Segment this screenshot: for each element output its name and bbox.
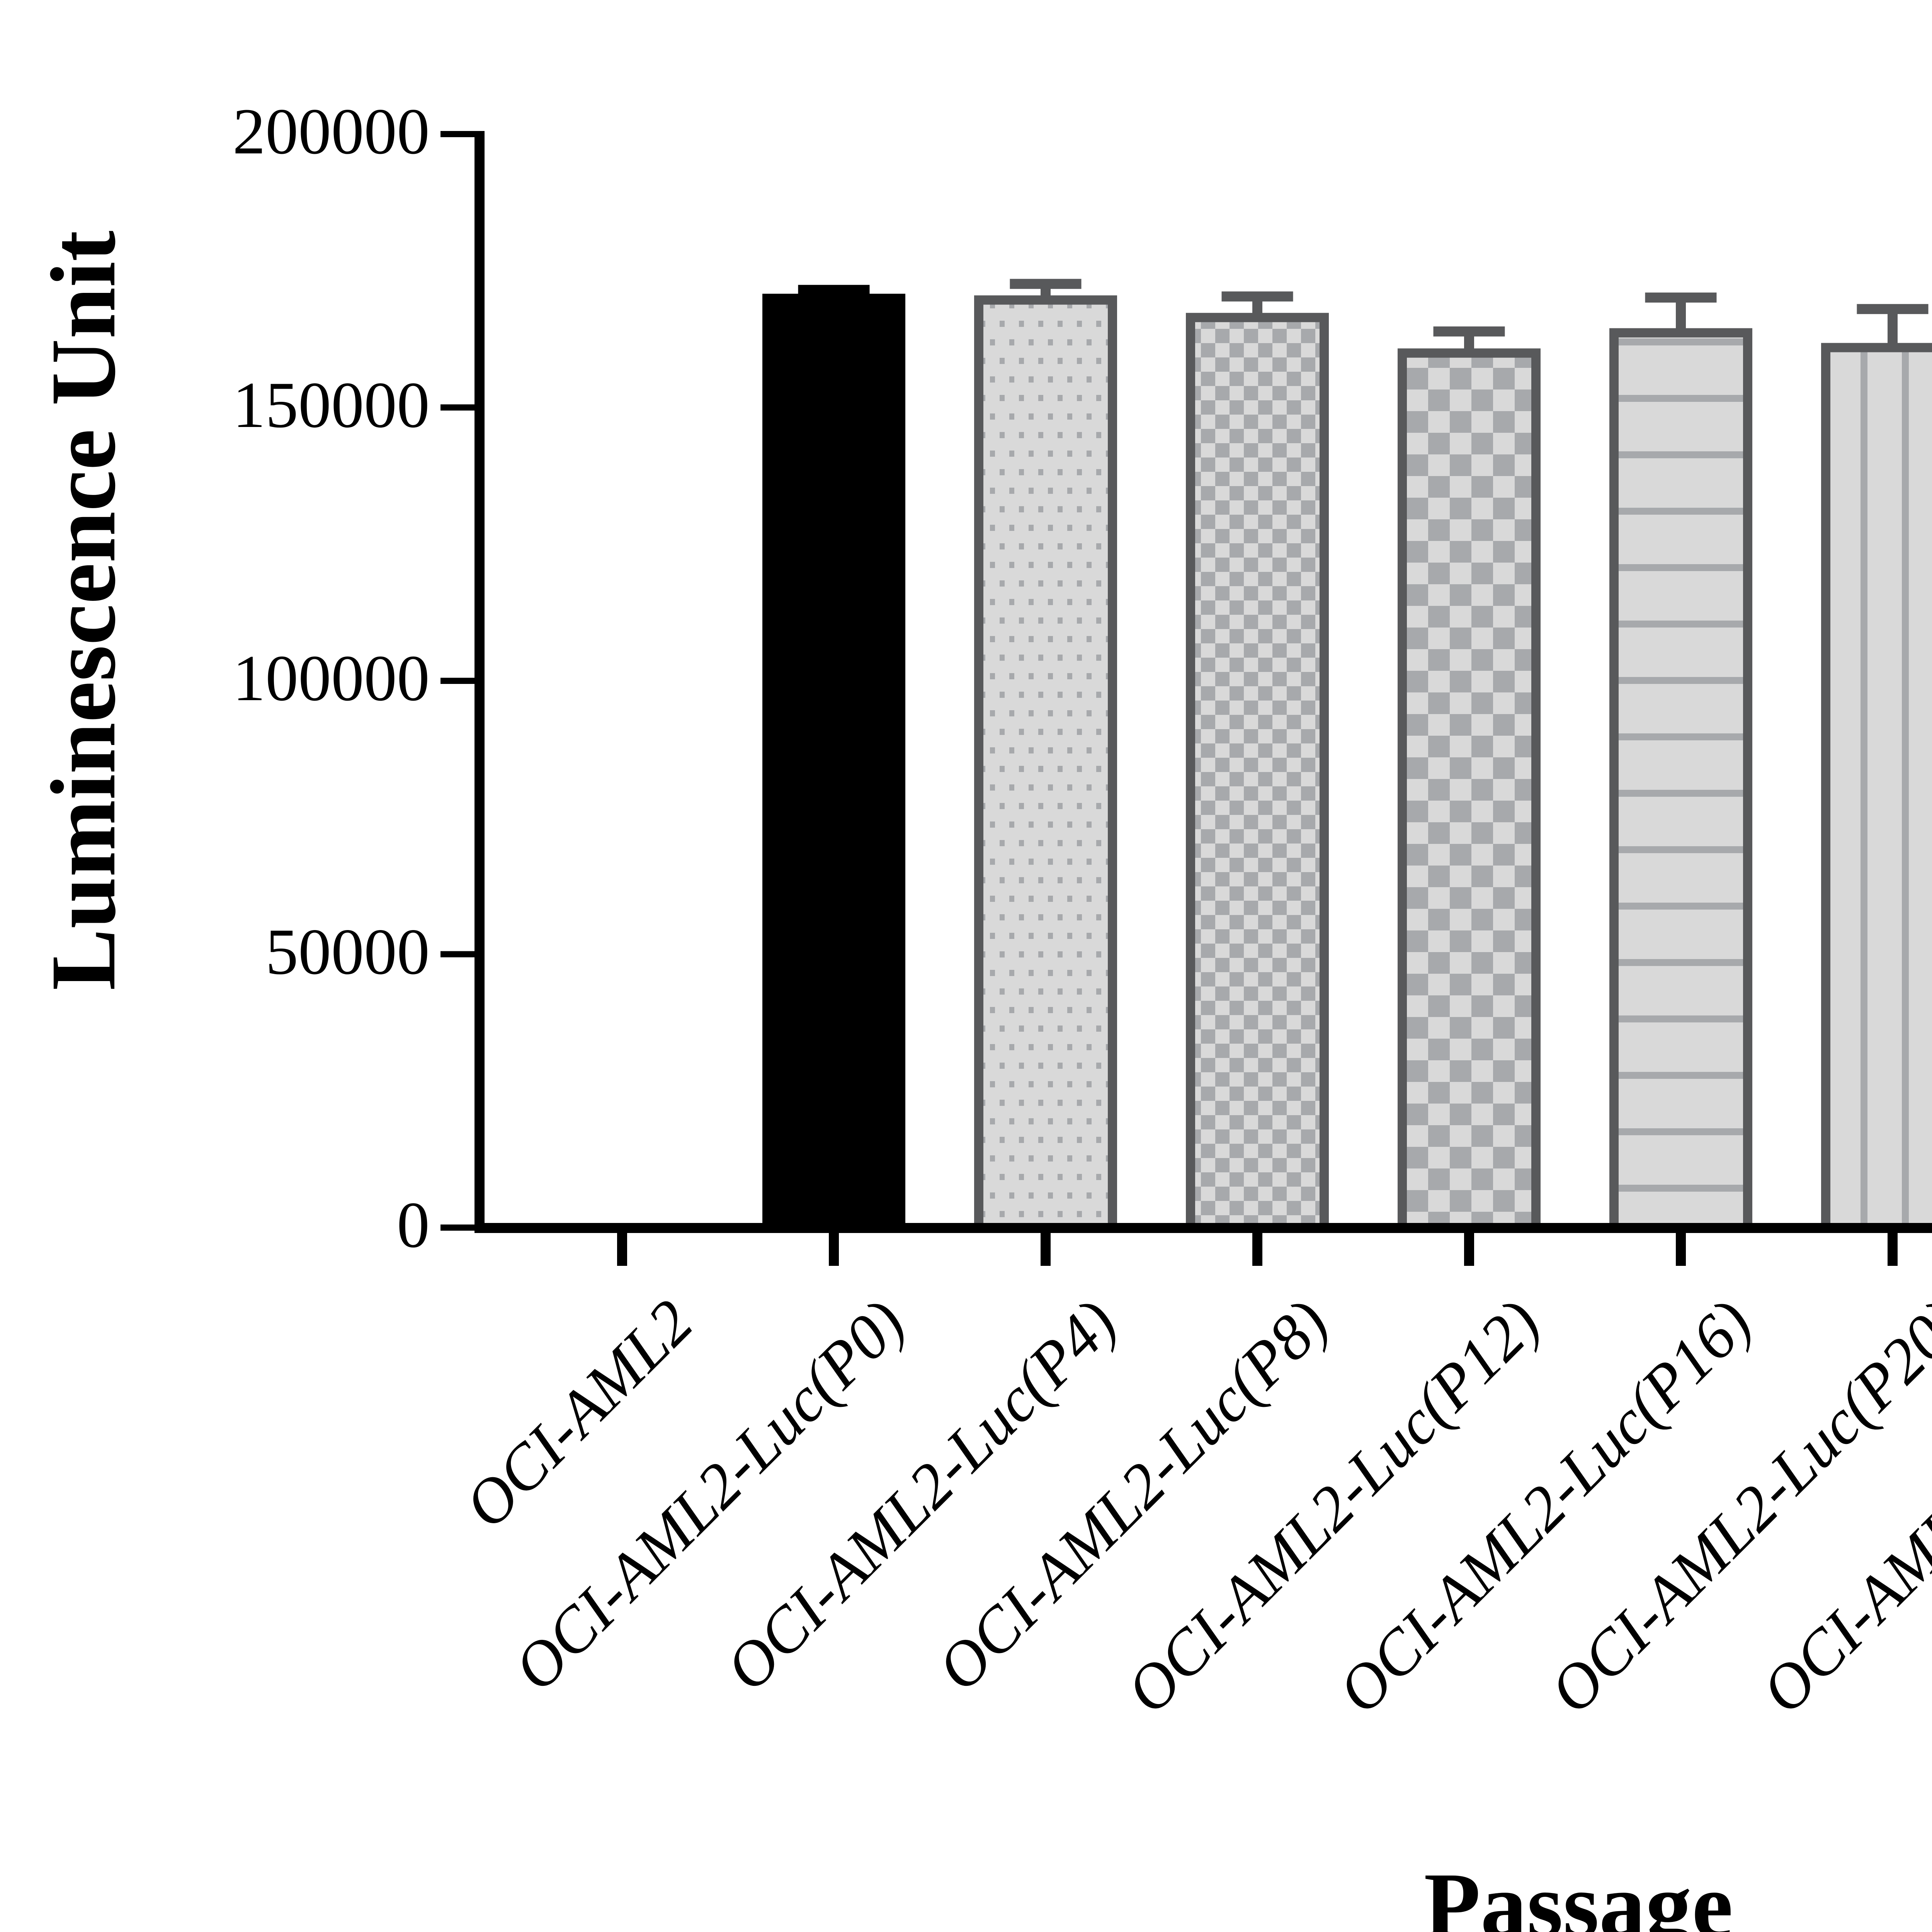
y-axis-title: Luminescence Unit	[32, 230, 134, 991]
y-tick-0	[440, 1225, 474, 1231]
x-axis-title: Passage	[1424, 1854, 1733, 1932]
bar-OCI-AML2-Luc(P4)	[974, 295, 1117, 1232]
x-tick-4	[1464, 1233, 1474, 1266]
bar-OCI-AML2-Luc(P16)	[1609, 328, 1752, 1233]
x-tick-0	[617, 1233, 627, 1266]
y-tick-label-1: 50000	[265, 915, 430, 988]
bar-OCI-AML2-Luc(P12)	[1398, 348, 1541, 1233]
y-tick-label-2: 100000	[233, 642, 430, 714]
x-tick-6	[1888, 1233, 1898, 1266]
error-bar-cap-6	[1857, 304, 1929, 314]
y-axis-line	[474, 131, 485, 1233]
y-tick-1	[440, 951, 474, 957]
y-tick-label-0: 0	[397, 1189, 430, 1261]
y-tick-3	[440, 404, 474, 411]
error-bar-cap-5	[1645, 293, 1717, 303]
x-tick-5	[1676, 1233, 1686, 1266]
y-tick-label-3: 150000	[233, 368, 430, 441]
error-bar-cap-2	[1010, 279, 1082, 289]
bar-OCI-AML2-Luc(P8)	[1186, 313, 1329, 1232]
y-tick-2	[440, 678, 474, 684]
error-bar-cap-3	[1221, 291, 1293, 302]
bar-OCI-AML2-Luc(P20)	[1821, 343, 1932, 1232]
error-bar-cap-4	[1433, 326, 1505, 337]
y-tick-label-4: 200000	[233, 95, 430, 168]
bar-OCI-AML2-Luc(P0)	[762, 294, 905, 1233]
y-tick-4	[440, 131, 474, 137]
x-tick-1	[829, 1233, 839, 1266]
x-tick-2	[1041, 1233, 1051, 1266]
x-axis-line	[474, 1223, 1932, 1233]
x-tick-3	[1252, 1233, 1262, 1266]
error-bar-cap-1	[798, 285, 870, 295]
